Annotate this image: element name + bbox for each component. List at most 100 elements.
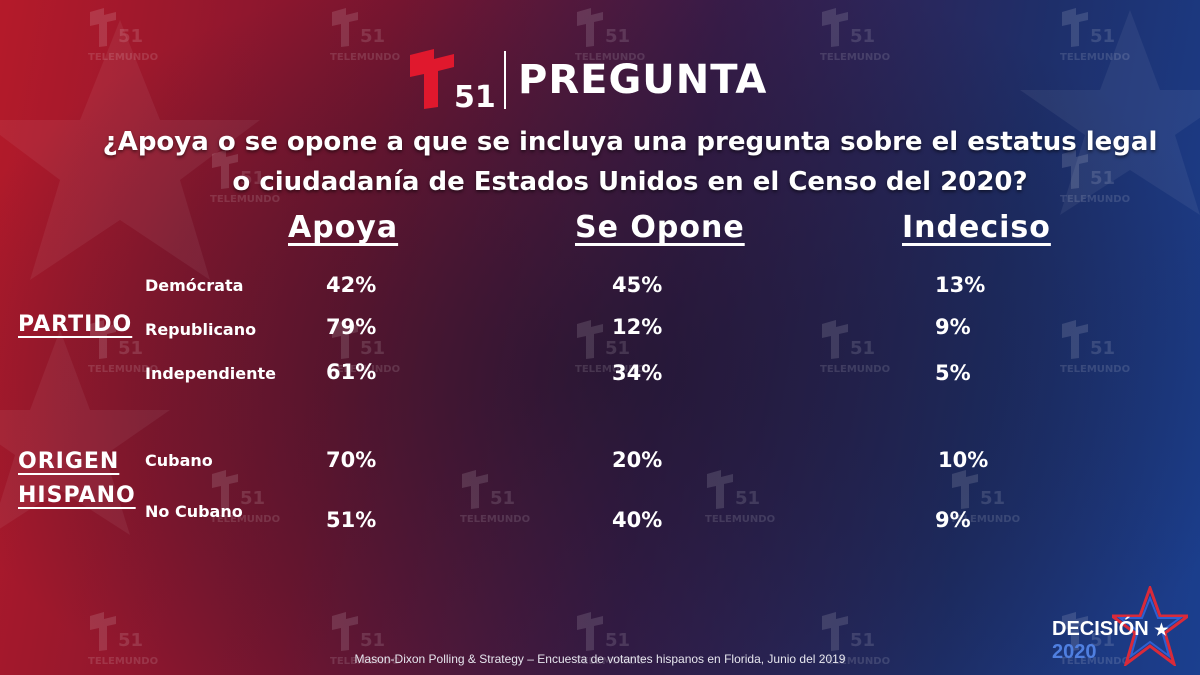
telemundo-watermark: 51 TELEMUNDO [820,8,890,64]
value-independiente-se-opone: 34% [612,361,663,385]
value-cubano-apoya: 70% [326,448,377,472]
svg-text:TELEMUNDO: TELEMUNDO [820,656,890,667]
svg-text:TELEMUNDO: TELEMUNDO [88,52,158,63]
svg-text:TELEMUNDO: TELEMUNDO [950,514,1020,525]
telemundo-watermark: 51 TELEMUNDO [210,150,280,206]
row-label-independiente: Independiente [145,364,277,383]
svg-text:TELEMUNDO: TELEMUNDO [210,194,280,205]
svg-text:51: 51 [980,488,1005,509]
svg-text:51: 51 [454,80,496,111]
telemundo-51-logo: 51 [408,49,498,115]
svg-text:TELEMUNDO: TELEMUNDO [820,364,890,375]
value-cubano-se-opone: 20% [612,448,663,472]
svg-text:51: 51 [605,26,630,47]
svg-text:51: 51 [360,26,385,47]
header-title: PREGUNTA [518,57,768,103]
svg-text:51: 51 [850,338,875,359]
svg-text:51: 51 [1090,168,1115,189]
bg-star [0,20,260,280]
svg-text:51: 51 [360,338,385,359]
svg-text:TELEMUNDO: TELEMUNDO [330,52,400,63]
svg-text:TELEMUNDO: TELEMUNDO [705,514,775,525]
svg-text:TELEMUNDO: TELEMUNDO [330,364,400,375]
svg-text:51: 51 [490,488,515,509]
column-header-apoya: Apoya [288,210,399,245]
row-label-cubano: Cubano [145,451,213,470]
decision-year: 2020 [1052,641,1097,663]
decision-star-glyph: ★ [1154,622,1169,639]
svg-text:TELEMUNDO: TELEMUNDO [1060,364,1130,375]
question-text: ¿Apoya o se opone a que se incluya una p… [100,122,1160,202]
telemundo-watermark: 51 TELEMUNDO [820,320,890,376]
svg-text:51: 51 [850,630,875,651]
telemundo-watermark: 51 TELEMUNDO [1060,320,1130,376]
value-democrata-indeciso: 13% [935,273,986,297]
telemundo-watermark: 51 TELEMUNDO [460,470,530,526]
svg-text:51: 51 [605,338,630,359]
svg-text:51: 51 [118,338,143,359]
telemundo-watermark: 51 TELEMUNDO [950,470,1020,526]
svg-text:51: 51 [360,630,385,651]
value-cubano-indeciso: 10% [938,448,989,472]
svg-text:51: 51 [1090,338,1115,359]
column-header-indeciso: Indeciso [902,210,1051,245]
value-independiente-apoya: 61% [326,360,377,384]
telemundo-watermark: 51 TELEMUNDO [820,612,890,668]
svg-text:TELEMUNDO: TELEMUNDO [210,514,280,525]
telemundo-watermark: 51 TELEMUNDO [575,320,645,376]
telemundo-watermark: 51 TELEMUNDO [1060,150,1130,206]
header-divider [504,51,506,109]
svg-text:51: 51 [240,168,265,189]
svg-text:TELEMUNDO: TELEMUNDO [460,514,530,525]
row-label-democrata: Demócrata [145,276,244,295]
svg-text:TELEMUNDO: TELEMUNDO [575,656,645,667]
telemundo-watermark: 51 TELEMUNDO [1060,8,1130,64]
bg-star [1020,10,1200,215]
svg-text:TELEMUNDO: TELEMUNDO [820,52,890,63]
row-label-no-cubano: No Cubano [145,502,243,521]
decision-star-icon [1112,586,1188,666]
svg-text:51: 51 [1090,630,1115,651]
value-republicano-indeciso: 9% [935,315,971,339]
svg-text:TELEMUNDO: TELEMUNDO [1060,52,1130,63]
telemundo-watermark: 51 TELEMUNDO [705,470,775,526]
bg-star [0,330,170,535]
value-independiente-indeciso: 5% [935,361,971,385]
telemundo-watermark: 51 TELEMUNDO [330,320,400,376]
svg-text:TELEMUNDO: TELEMUNDO [88,364,158,375]
column-header-se-opone: Se Opone [575,210,745,245]
value-democrata-apoya: 42% [326,273,377,297]
telemundo-watermark: 51 TELEMUNDO [330,8,400,64]
value-democrata-se-opone: 45% [612,273,663,297]
svg-text:51: 51 [118,630,143,651]
svg-text:TELEMUNDO: TELEMUNDO [88,656,158,667]
svg-text:TELEMUNDO: TELEMUNDO [1060,656,1130,667]
row-label-republicano: Republicano [145,320,257,339]
value-republicano-se-opone: 12% [612,315,663,339]
telemundo-watermark: 51 TELEMUNDO [575,612,645,668]
telemundo-watermark: 51 TELEMUNDO [210,470,280,526]
group-label-hispano: HISPANO [18,483,136,508]
source-footnote: Mason-Dixon Polling & Strategy – Encuest… [354,652,846,666]
value-no-cubano-apoya: 51% [326,508,377,532]
question-line-2: o ciudadanía de Estados Unidos en el Cen… [232,167,1028,197]
question-line-1: ¿Apoya o se opone a que se incluya una p… [102,127,1158,157]
value-no-cubano-indeciso: 9% [935,508,971,532]
header: 51 PREGUNTA [408,48,768,115]
telemundo-watermark: 51 TELEMUNDO [88,612,158,668]
decision-2020-logo: DECISIÓN ★ 2020 [1052,618,1200,664]
svg-text:51: 51 [605,630,630,651]
svg-text:TELEMUNDO: TELEMUNDO [1060,194,1130,205]
svg-text:TELEMUNDO: TELEMUNDO [330,656,400,667]
telemundo-watermark: 51 TELEMUNDO [330,612,400,668]
svg-text:TELEMUNDO: TELEMUNDO [575,52,645,63]
svg-text:51: 51 [1090,26,1115,47]
telemundo-watermark: 51 TELEMUNDO [1060,612,1130,668]
svg-text:TELEMUNDO: TELEMUNDO [575,364,645,375]
telemundo-watermark: 51 TELEMUNDO [88,8,158,64]
telemundo-watermark: 51 TELEMUNDO [575,8,645,64]
telemundo-watermark: 51 TELEMUNDO [88,320,158,376]
svg-text:51: 51 [240,488,265,509]
